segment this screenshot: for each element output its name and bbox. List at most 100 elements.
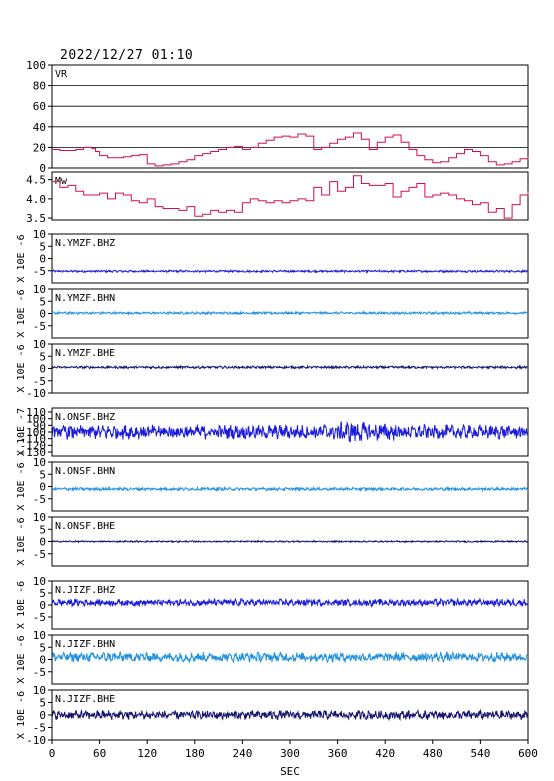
y-tick-label: 10 [33,629,46,642]
y-axis-label: X 10E -6 [16,289,27,337]
panel-label: N.YMZF.BHZ [55,238,115,249]
x-axis: 0 60 120 180 240 300 360 420 480 540 600 SEC [49,740,538,778]
y-tick-label: -5 [33,666,46,679]
panel-mw: 3.5 4.0 4.5 Mw [26,171,529,225]
y-tick-label: 40 [33,121,46,134]
y-tick-label: 3.5 [26,212,46,225]
series-line [51,364,529,371]
panel-vr: 0 20 40 60 80 100 VR [26,59,529,175]
panel-frame [51,233,529,284]
y-axis-label: X 10E -6 [16,344,27,392]
y-tick-label: 110 [26,406,46,419]
series-line [51,597,529,609]
y-tick-label: 0 [39,599,46,612]
y-tick-label: 4.5 [26,174,46,187]
y-tick-label: 5 [39,697,46,710]
y-tick-label: -110 [20,433,47,446]
series-line [51,650,529,664]
y-tick-label: -5 [33,375,46,388]
timestamp-title: 2022/12/27 01:10 [60,48,194,63]
y-tick-label: 5 [39,641,46,654]
x-tick-label: 300 [280,747,300,760]
y-tick-label: 90 [33,419,46,432]
panel-label: N.ONSF.BHE [55,521,115,532]
y-tick-label: 60 [33,100,46,113]
x-tick-label: 180 [185,747,205,760]
y-tick-label: 0 [39,363,46,376]
y-tick-label: 4.0 [26,193,46,206]
series-line [51,268,529,274]
x-tick-label: 60 [93,747,106,760]
x-tick-label: 240 [232,747,252,760]
y-tick-label: -5 [33,320,46,333]
y-tick-label: 5 [39,295,46,308]
panel-frame [51,171,529,221]
y-tick-label: 10 [33,575,46,588]
y-tick-label: 5 [39,468,46,481]
y-tick-label: 5 [39,587,46,600]
y-tick-label: 10 [33,684,46,697]
series-line [52,175,529,219]
y-tick-label: 0 [39,162,46,175]
y-axis-label: X 10E -6 [16,517,27,565]
y-tick-label: -100 [20,426,47,439]
y-axis-label: X 10E -6 [16,691,27,739]
y-tick-label: 100 [26,59,46,72]
panel-label: N.YMZF.BHN [55,293,115,304]
y-tick-label: -10 [26,734,46,747]
y-tick-label: -5 [33,548,46,561]
y-tick-label: 0 [39,253,46,266]
panel-frame [51,461,529,512]
y-tick-label: 0 [39,709,46,722]
panel-label: N.ONSF.BHZ [55,412,115,423]
y-tick-label: 10 [33,456,46,469]
panel-label: VR [55,69,68,80]
x-tick-label: 540 [470,747,490,760]
y-tick-label: -5 [33,493,46,506]
series-line [52,539,529,544]
panel-label: Mw [55,176,68,187]
series-line [51,420,529,443]
series-line [52,485,529,493]
x-tick-label: 120 [137,747,157,760]
x-tick-label: 420 [375,747,395,760]
y-tick-label: -5 [33,265,46,278]
y-tick-label: 10 [33,511,46,524]
panel-frame [51,64,529,169]
panel-frame [51,343,529,394]
series-line [51,310,529,317]
y-tick-label: -130 [20,446,47,459]
y-tick-label: -120 [20,439,47,452]
y-tick-label: 5 [39,240,46,253]
x-tick-label: 360 [328,747,348,760]
y-tick-label: 100 [26,413,46,426]
panel-label: N.JIZF.BHZ [55,585,115,596]
y-axis-label: X 10E -6 [16,234,27,282]
x-tick-label: 600 [518,747,538,760]
y-tick-label: 20 [33,141,46,154]
y-tick-label: -10 [26,387,46,400]
y-tick-label: 0 [39,536,46,549]
y-tick-label: 0 [39,481,46,494]
y-axis-label: X 10E -7 [16,408,27,456]
x-axis-label: SEC [280,765,300,778]
y-tick-label: 10 [33,338,46,351]
y-tick-label: 80 [33,80,46,93]
x-tick-label: 0 [49,747,56,760]
panel-label: N.JIZF.BHE [55,694,115,705]
y-tick-label: -5 [33,611,46,624]
panel-label: N.YMZF.BHE [55,348,115,359]
y-tick-label: 0 [39,654,46,667]
y-tick-label: 0 [39,308,46,321]
y-axis-label: X 10E -6 [16,462,27,510]
x-tick-label: 480 [423,747,443,760]
